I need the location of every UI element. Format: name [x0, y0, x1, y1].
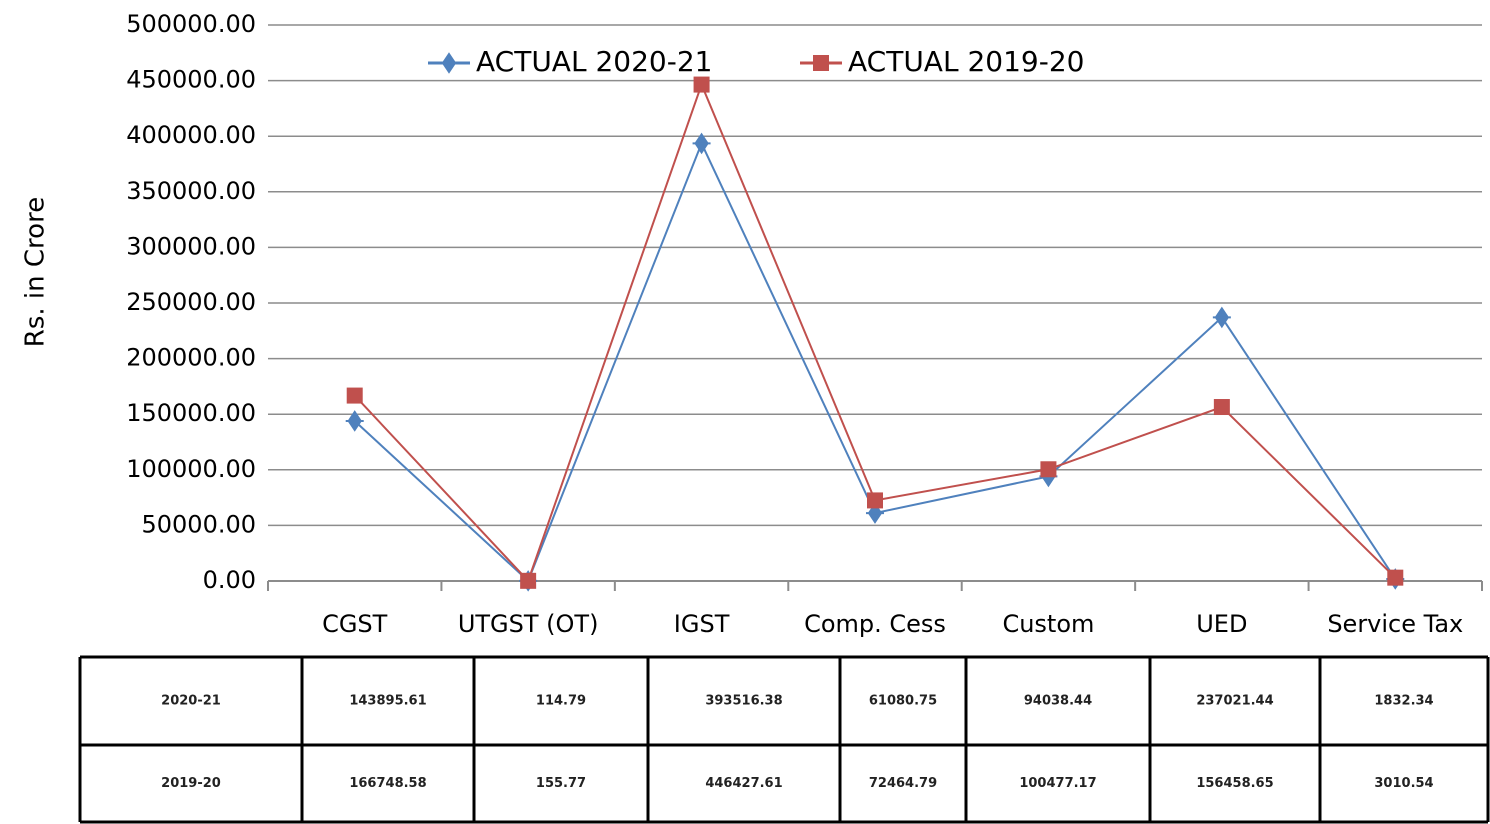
table-cell: 3010.54: [1374, 776, 1433, 791]
table-cell: 72464.79: [869, 776, 937, 791]
y-tick-label: 450000.00: [126, 66, 256, 94]
y-axis-label: Rs. in Crore: [21, 197, 51, 347]
table-cell: 166748.58: [349, 776, 426, 791]
y-tick-label: 0.00: [203, 566, 256, 594]
table-cell: 1832.34: [1374, 694, 1433, 709]
legend-label: ACTUAL 2019-20: [848, 45, 1084, 78]
x-tick-label: Comp. Cess: [804, 610, 946, 638]
table-cell: 446427.61: [705, 776, 782, 791]
x-tick-label: IGST: [674, 610, 730, 638]
table-cell: 237021.44: [1196, 694, 1273, 709]
table-cell: 94038.44: [1024, 694, 1092, 709]
table-row-label: 2019-20: [161, 776, 221, 791]
marker: [1213, 399, 1230, 416]
x-tick-label: UTGST (OT): [458, 610, 599, 638]
table-row-label: 2020-21: [161, 694, 221, 709]
marker: [440, 52, 458, 74]
marker: [867, 492, 883, 509]
y-tick-label: 300000.00: [126, 232, 256, 260]
x-tick-label: Service Tax: [1327, 610, 1463, 638]
y-tick-label: 50000.00: [141, 510, 256, 538]
y-tick-label: 150000.00: [126, 399, 256, 427]
y-tick-label: 500000.00: [126, 10, 256, 38]
table-cell: 61080.75: [869, 694, 937, 709]
legend-label: ACTUAL 2020-21: [476, 45, 712, 78]
table-cell: 100477.17: [1019, 776, 1096, 791]
marker: [1212, 306, 1231, 329]
table-cell: 155.77: [536, 776, 586, 791]
marker: [520, 572, 537, 589]
table-cell: 143895.61: [349, 694, 426, 709]
y-tick-label: 400000.00: [126, 121, 256, 149]
marker: [1387, 569, 1404, 586]
marker: [346, 387, 363, 404]
x-tick-label: Custom: [1002, 610, 1094, 638]
marker: [345, 410, 364, 432]
marker: [693, 76, 710, 93]
table-cell: 393516.38: [705, 694, 782, 709]
x-tick-label: UED: [1196, 610, 1247, 638]
y-tick-label: 200000.00: [126, 344, 256, 372]
marker: [1040, 461, 1057, 478]
marker: [692, 132, 711, 155]
table-cell: 114.79: [536, 694, 586, 709]
marker: [813, 55, 829, 71]
x-tick-label: CGST: [322, 610, 388, 638]
y-tick-label: 100000.00: [126, 455, 256, 483]
y-tick-label: 250000.00: [126, 288, 256, 316]
table-cell: 156458.65: [1196, 776, 1273, 791]
y-tick-label: 350000.00: [126, 177, 256, 205]
marker: [866, 502, 884, 524]
